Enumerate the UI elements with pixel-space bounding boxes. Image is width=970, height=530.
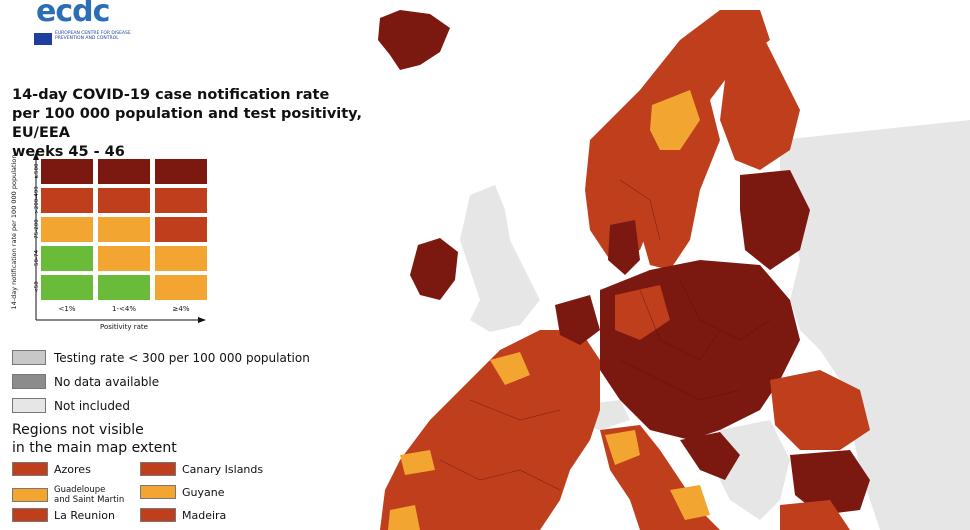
matrix-cell xyxy=(97,158,151,185)
matrix-row-label: 50-74 xyxy=(34,250,40,266)
title-line-2: per 100 000 population and test positivi… xyxy=(12,106,363,141)
matrix-cell xyxy=(154,216,208,243)
region-item: Guadeloupe and Saint Martin xyxy=(12,485,124,505)
regions-title-line-1: Regions not visible xyxy=(12,422,144,438)
title-line-3: weeks 45 - 46 xyxy=(12,144,125,160)
spain-orange xyxy=(400,450,435,475)
regions-section-title: Regions not visible in the main map exte… xyxy=(12,421,177,457)
baltics xyxy=(740,170,810,270)
region-item: Madeira xyxy=(140,508,226,522)
region-swatch xyxy=(12,508,48,522)
germany-red-region xyxy=(615,285,670,340)
region-label: La Reunion xyxy=(54,508,115,522)
logo-org-name: EUROPEAN CENTRE FOR DISEASE PREVENTION A… xyxy=(55,31,131,41)
matrix-cell xyxy=(40,245,94,272)
greece xyxy=(780,500,850,530)
region-swatch xyxy=(12,462,48,476)
ireland xyxy=(410,238,458,300)
matrix-cell xyxy=(40,187,94,214)
legend-no-data: No data available xyxy=(12,374,159,389)
region-item: La Reunion xyxy=(12,508,115,522)
matrix-cell xyxy=(154,187,208,214)
matrix-y-axis-label: 14-day notification rate per 100 000 pop… xyxy=(10,154,18,310)
legend-swatch-testing xyxy=(12,350,46,365)
legend-testing-rate: Testing rate < 300 per 100 000 populatio… xyxy=(12,350,310,365)
romania xyxy=(770,370,870,450)
matrix-cell xyxy=(154,158,208,185)
region-label: Madeira xyxy=(182,508,227,522)
region-swatch xyxy=(12,488,48,502)
denmark xyxy=(608,220,640,275)
region-label: Guadeloupe and Saint Martin xyxy=(54,485,125,505)
italy-orange-region xyxy=(605,430,640,465)
matrix-cell xyxy=(97,274,151,301)
matrix-cell xyxy=(97,187,151,214)
matrix-row-label: >200-499 xyxy=(34,186,40,214)
region-item: Canary Islands xyxy=(140,462,263,476)
region-item: Guyane xyxy=(140,485,225,499)
matrix-row-label: <50 xyxy=(34,281,40,293)
legend-testing-label: Testing rate < 300 per 100 000 populatio… xyxy=(54,350,310,365)
matrix-col-label: <1% xyxy=(58,305,76,313)
benelux xyxy=(555,295,600,345)
bulgaria xyxy=(790,450,870,515)
matrix-cell xyxy=(40,216,94,243)
non-eu-region-balkans xyxy=(715,420,790,520)
finland xyxy=(720,30,800,170)
region-label: Guyane xyxy=(182,485,225,499)
sardinia-orange xyxy=(388,505,420,530)
matrix-col-label: 1-<4% xyxy=(112,305,136,313)
non-eu-region-east xyxy=(780,120,970,530)
matrix-cell xyxy=(154,245,208,272)
legend-swatch-no-data xyxy=(12,374,46,389)
region-swatch xyxy=(140,485,176,499)
matrix-cell xyxy=(154,274,208,301)
regions-title-line-2: in the main map extent xyxy=(12,440,177,456)
matrix-cell xyxy=(97,216,151,243)
legend-swatch-not-included xyxy=(12,398,46,413)
sweden-orange-region xyxy=(650,90,700,150)
legend-not-included-label: Not included xyxy=(54,398,130,413)
iceland xyxy=(378,10,450,70)
matrix-cell xyxy=(40,274,94,301)
italy-south-orange xyxy=(670,485,710,520)
eu-flag-icon xyxy=(34,33,52,45)
matrix-row-label: ≥500 xyxy=(34,163,40,179)
matrix-x-axis-label: Positivity rate xyxy=(100,323,148,331)
france-orange-region xyxy=(490,352,530,385)
region-label: Azores xyxy=(54,462,91,476)
matrix-cell xyxy=(40,158,94,185)
region-item: Azores xyxy=(12,462,91,476)
ecdc-logo: ecdc EUROPEAN CENTRE FOR DISEASE PREVENT… xyxy=(30,0,140,50)
region-swatch xyxy=(140,508,176,522)
map-title: 14-day COVID-19 case notification rate p… xyxy=(12,86,402,162)
legend-not-included: Not included xyxy=(12,398,130,413)
region-label: Canary Islands xyxy=(182,462,264,476)
matrix-cell xyxy=(97,245,151,272)
title-line-1: 14-day COVID-19 case notification rate xyxy=(12,87,330,103)
legend-matrix xyxy=(40,158,210,304)
matrix-col-label: ≥4% xyxy=(172,305,190,313)
legend-no-data-label: No data available xyxy=(54,374,160,389)
non-eu-region-uk xyxy=(460,185,540,332)
croatia xyxy=(680,432,740,480)
matrix-row-label: 75-200 xyxy=(34,219,40,239)
region-swatch xyxy=(140,462,176,476)
france-iberia xyxy=(380,330,600,530)
logo-wordmark: ecdc xyxy=(36,0,110,29)
